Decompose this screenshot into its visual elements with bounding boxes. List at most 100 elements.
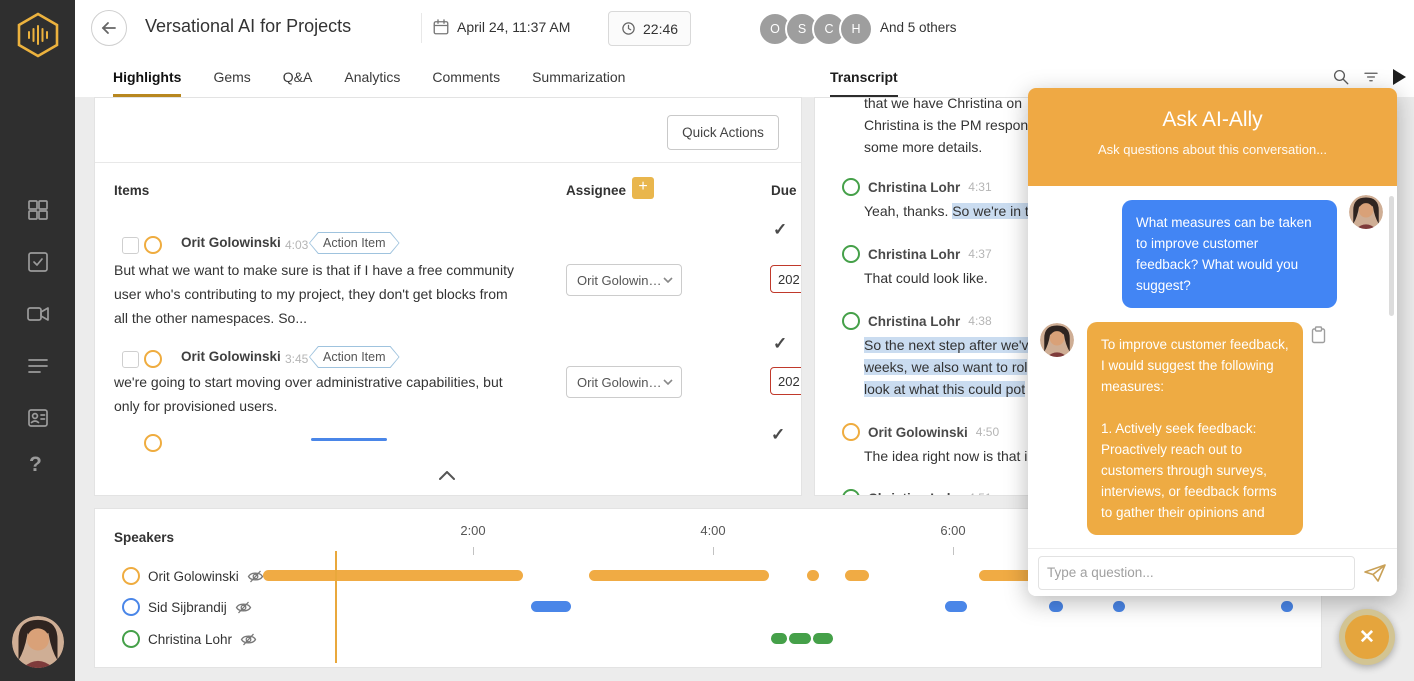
message-time[interactable]: 4:37 xyxy=(968,247,992,261)
speaker-dot xyxy=(144,236,162,254)
calendar-icon xyxy=(432,18,450,41)
tab-analytics[interactable]: Analytics xyxy=(344,69,401,85)
message-time[interactable]: 4:50 xyxy=(975,425,1000,439)
item-timestamp[interactable]: 3:45 xyxy=(285,352,309,366)
contacts-icon[interactable] xyxy=(25,405,51,431)
speaker-name: Christina Lohr xyxy=(868,313,961,329)
app-logo[interactable] xyxy=(15,11,61,64)
tab-summarization[interactable]: Summarization xyxy=(532,69,626,85)
editing-underline xyxy=(311,438,387,441)
speaker-dot xyxy=(842,178,860,196)
speaker-ring xyxy=(122,630,140,648)
item-checkbox[interactable] xyxy=(122,351,139,368)
complete-check[interactable]: ✓ xyxy=(773,334,788,353)
timeline-segment[interactable] xyxy=(1281,601,1293,612)
quick-actions-button[interactable]: Quick Actions xyxy=(667,115,779,150)
transcript-message[interactable]: Christina Lohr 4:37 That could look like… xyxy=(842,245,1302,289)
tab-comments[interactable]: Comments xyxy=(432,69,501,85)
current-user-avatar[interactable] xyxy=(12,616,64,668)
timeline-segment[interactable] xyxy=(1113,601,1125,612)
ai-message-bubble: To improve customer feedback, I would su… xyxy=(1087,322,1303,535)
assignee-select[interactable]: Orit Golowinski xyxy=(566,366,682,398)
column-assignee: Assignee xyxy=(566,183,627,198)
timeline-tick-label: 4:00 xyxy=(700,523,726,538)
item-text[interactable]: But what we want to make sure is that if… xyxy=(114,262,514,326)
timeline-segment[interactable] xyxy=(1049,601,1063,612)
recordings-icon[interactable] xyxy=(25,301,51,327)
speaker-dot xyxy=(842,489,860,495)
due-date-input[interactable]: 202 xyxy=(770,367,801,395)
tab-gems[interactable]: Gems xyxy=(213,69,251,85)
chevron-down-icon xyxy=(663,379,673,385)
header: Versational AI for Projects April 24, 11… xyxy=(75,0,1414,56)
close-ai-ally-button[interactable]: ✕ xyxy=(1339,609,1395,665)
ai-message-avatar xyxy=(1040,323,1074,357)
timeline-segment[interactable] xyxy=(531,601,571,612)
hide-speaker-icon[interactable] xyxy=(247,569,264,584)
timeline-segment[interactable] xyxy=(979,570,1061,581)
timeline-segment[interactable] xyxy=(945,601,967,612)
transcript-message[interactable]: Orit Golowinski 4:50 The idea right now … xyxy=(842,423,1302,467)
transcript-context[interactable]: that we have Christina on Christina is t… xyxy=(864,97,1029,155)
transcript-message[interactable]: Christina Lohr 4:51 xyxy=(842,489,1302,496)
search-icon[interactable] xyxy=(1331,67,1351,87)
tab-qa[interactable]: Q&A xyxy=(282,69,313,85)
others-count[interactable]: And 5 others xyxy=(880,20,957,35)
assignee-select[interactable]: Orit Golowinski xyxy=(566,264,682,296)
ai-input-row xyxy=(1028,548,1397,596)
speaker-name: Sid Sijbrandij xyxy=(148,599,227,615)
filter-icon[interactable] xyxy=(1361,67,1381,87)
list-icon[interactable] xyxy=(25,353,51,379)
hide-speaker-icon[interactable] xyxy=(240,632,257,647)
send-icon[interactable] xyxy=(1363,563,1387,583)
ai-question-input[interactable] xyxy=(1038,555,1355,590)
collapse-up-chevron[interactable] xyxy=(439,467,455,485)
speaker-name: Christina Lohr xyxy=(868,491,960,496)
transcript-message[interactable]: Christina Lohr 4:31 Yeah, thanks. So we'… xyxy=(842,178,1302,222)
back-button[interactable] xyxy=(91,10,127,46)
add-assignee-button[interactable]: + xyxy=(632,177,654,199)
user-avatar xyxy=(1349,195,1383,229)
clock-icon xyxy=(621,21,636,36)
chat-scrollbar[interactable] xyxy=(1389,196,1394,316)
tasks-icon[interactable] xyxy=(25,249,51,275)
timeline-segment[interactable] xyxy=(263,570,523,581)
due-date-input[interactable]: 202 xyxy=(770,265,801,293)
transcript-message[interactable]: Christina Lohr 4:38 So the next step aft… xyxy=(842,312,1302,400)
tab-transcript[interactable]: Transcript xyxy=(830,56,898,97)
speaker-legend-row: Christina Lohr xyxy=(122,630,257,648)
complete-check[interactable]: ✓ xyxy=(773,220,788,239)
ask-ai-ally-panel: Ask AI-Ally Ask questions about this con… xyxy=(1028,88,1397,596)
page-title: Versational AI for Projects xyxy=(145,16,352,36)
timeline-segment[interactable] xyxy=(589,570,769,581)
participant-initial: H xyxy=(839,12,873,46)
message-time[interactable]: 4:38 xyxy=(968,314,992,328)
message-time[interactable]: 4:51 xyxy=(968,491,991,495)
hide-speaker-icon[interactable] xyxy=(235,600,252,615)
speaker-name: Christina Lohr xyxy=(868,246,961,262)
timeline-segment[interactable] xyxy=(789,633,811,644)
complete-check[interactable]: ✓ xyxy=(771,425,786,444)
clipboard-icon[interactable] xyxy=(1311,326,1326,349)
collapse-panel-arrow[interactable] xyxy=(1393,69,1406,85)
dashboard-icon[interactable] xyxy=(25,197,51,223)
timeline-segment[interactable] xyxy=(813,633,833,644)
chevron-down-icon xyxy=(663,277,673,283)
tab-highlights[interactable]: Highlights xyxy=(113,69,182,97)
help-icon[interactable]: ? xyxy=(29,453,42,476)
timeline-segment[interactable] xyxy=(807,570,819,581)
item-checkbox[interactable] xyxy=(122,237,139,254)
message-time[interactable]: 4:31 xyxy=(968,180,992,194)
timeline-segment[interactable] xyxy=(771,633,787,644)
speaker-ring xyxy=(122,598,140,616)
duration-box: 22:46 xyxy=(608,11,692,46)
speaker-dot xyxy=(144,434,162,452)
item-timestamp[interactable]: 4:03 xyxy=(285,238,309,252)
item-text[interactable]: we're going to start moving over adminis… xyxy=(114,374,503,414)
tabs-left: Highlights Gems Q&A Analytics Comments S… xyxy=(113,56,625,97)
highlighted-text: So we're in th xyxy=(952,203,1037,219)
meeting-datetime: April 24, 11:37 AM xyxy=(457,19,571,35)
timeline-segment[interactable] xyxy=(845,570,869,581)
timeline-playhead[interactable] xyxy=(335,551,337,663)
